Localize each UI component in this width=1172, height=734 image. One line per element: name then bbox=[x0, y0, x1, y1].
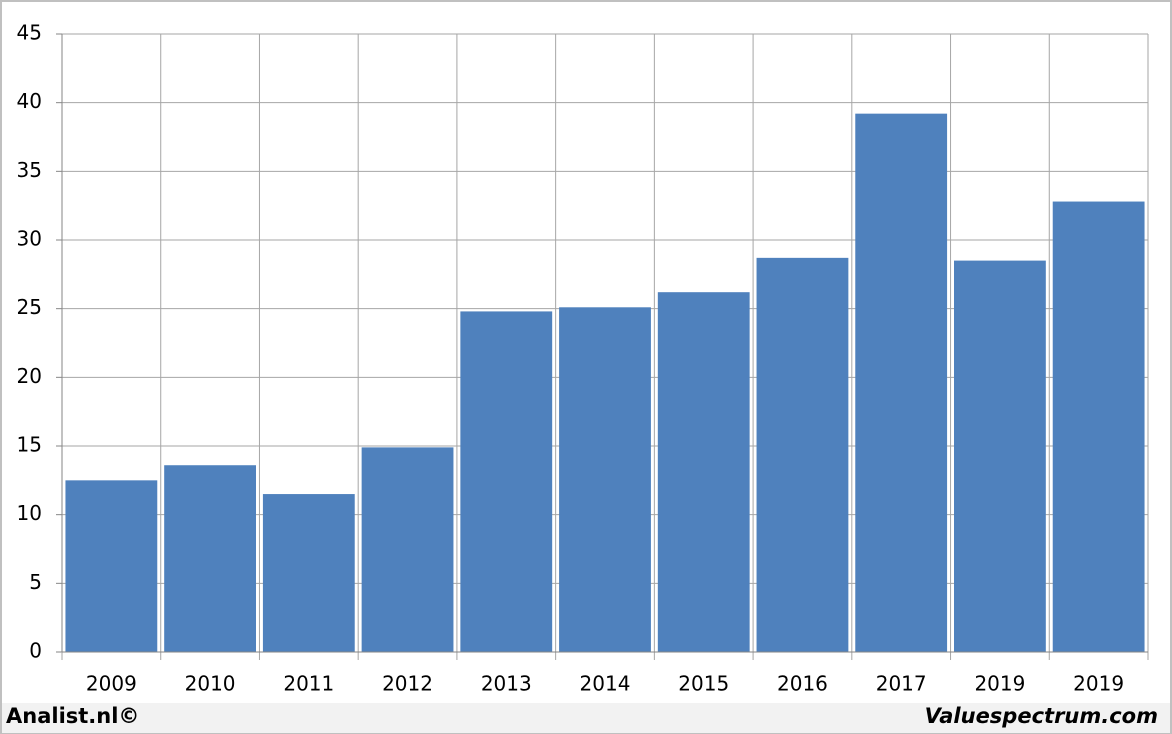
y-tick-label: 10 bbox=[17, 501, 42, 525]
bar bbox=[65, 480, 158, 652]
x-tick-label: 2019 bbox=[1073, 672, 1124, 696]
x-tick-label: 2015 bbox=[678, 672, 729, 696]
y-tick-label: 40 bbox=[17, 89, 42, 113]
y-tick-label: 30 bbox=[17, 227, 42, 251]
x-tick-label: 2009 bbox=[86, 672, 137, 696]
x-tick-label: 2019 bbox=[974, 672, 1025, 696]
y-tick-label: 35 bbox=[17, 158, 42, 182]
bar bbox=[164, 465, 256, 652]
bar bbox=[855, 113, 948, 653]
y-tick-label: 0 bbox=[29, 639, 42, 663]
y-tick-label: 5 bbox=[29, 570, 42, 594]
footer-strip bbox=[2, 703, 1170, 733]
bar bbox=[460, 311, 553, 652]
y-tick-label: 20 bbox=[17, 364, 42, 388]
source-left: Analist.nl© bbox=[6, 704, 139, 728]
bar bbox=[559, 307, 651, 652]
source-right: Valuespectrum.com bbox=[925, 704, 1158, 728]
x-tick-label: 2013 bbox=[481, 672, 532, 696]
bar bbox=[262, 494, 355, 652]
bar bbox=[954, 260, 1046, 652]
bar bbox=[657, 292, 750, 652]
bar bbox=[361, 447, 454, 652]
x-tick-label: 2014 bbox=[580, 672, 631, 696]
y-tick-label: 15 bbox=[17, 433, 42, 457]
x-tick-label: 2016 bbox=[777, 672, 828, 696]
x-tick-label: 2010 bbox=[185, 672, 236, 696]
y-tick-label: 45 bbox=[17, 21, 42, 45]
x-tick-label: 2017 bbox=[876, 672, 927, 696]
x-tick-label: 2012 bbox=[382, 672, 433, 696]
bar bbox=[756, 257, 849, 652]
y-tick-label: 25 bbox=[17, 295, 42, 319]
bar bbox=[1052, 201, 1145, 652]
x-tick-label: 2011 bbox=[283, 672, 334, 696]
